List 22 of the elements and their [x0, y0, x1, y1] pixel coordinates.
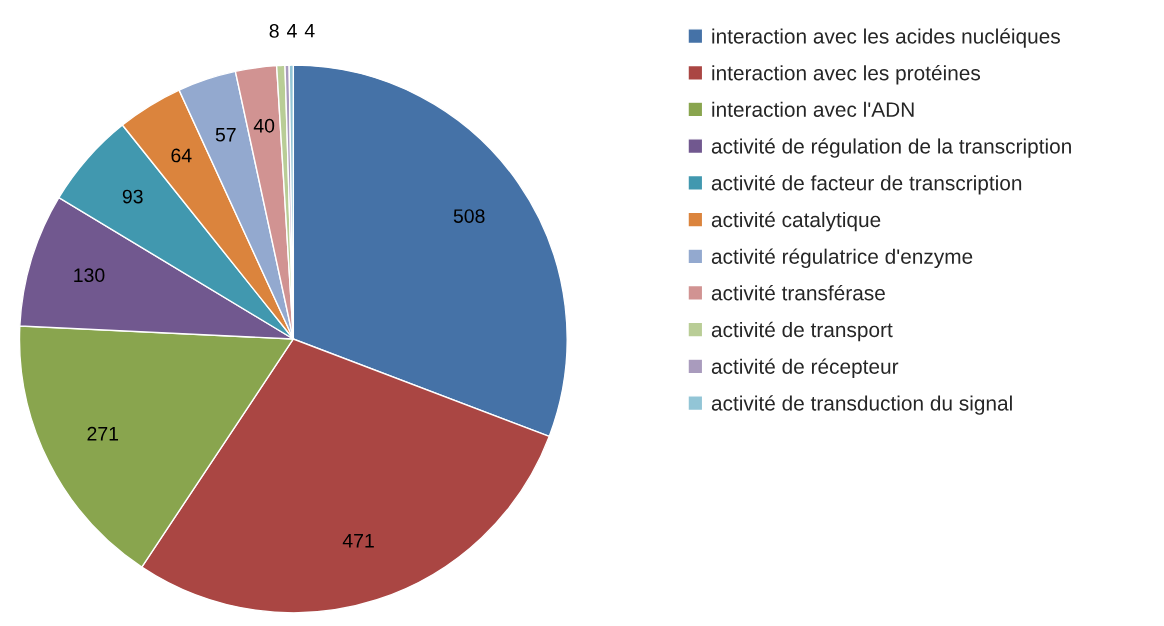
- legend-label: interaction avec l'ADN: [712, 101, 914, 117]
- legend-label: activité régulatrice d'enzyme: [711, 248, 973, 269]
- data-label: 271: [87, 426, 119, 441]
- data-label: 93: [122, 189, 143, 204]
- legend-label: activité de récepteur: [711, 358, 899, 379]
- legend-label: activité de transduction du signal: [711, 395, 1012, 415]
- legend-label: activité catalytique: [711, 211, 881, 232]
- data-label: 471: [342, 534, 374, 548]
- legend-label: activité de régulation de la transcription: [711, 138, 1071, 158]
- data-label: 130: [74, 268, 105, 283]
- data-label: 4: [304, 23, 315, 38]
- data-label: 8: [269, 24, 279, 38]
- legend-label: interaction avec les protéines: [712, 64, 981, 85]
- data-label: 40: [253, 118, 275, 133]
- data-label: 64: [171, 148, 192, 163]
- legend-label: interaction avec les acides nucléiques: [712, 28, 1060, 48]
- legend-label: activité transférase: [711, 284, 885, 301]
- legend-label: activité de facteur de transcription: [711, 174, 1022, 195]
- legend-label: activité de transport: [711, 321, 893, 342]
- data-label: 4: [287, 24, 297, 38]
- data-label: 508: [453, 209, 485, 223]
- data-label: 57: [215, 128, 236, 142]
